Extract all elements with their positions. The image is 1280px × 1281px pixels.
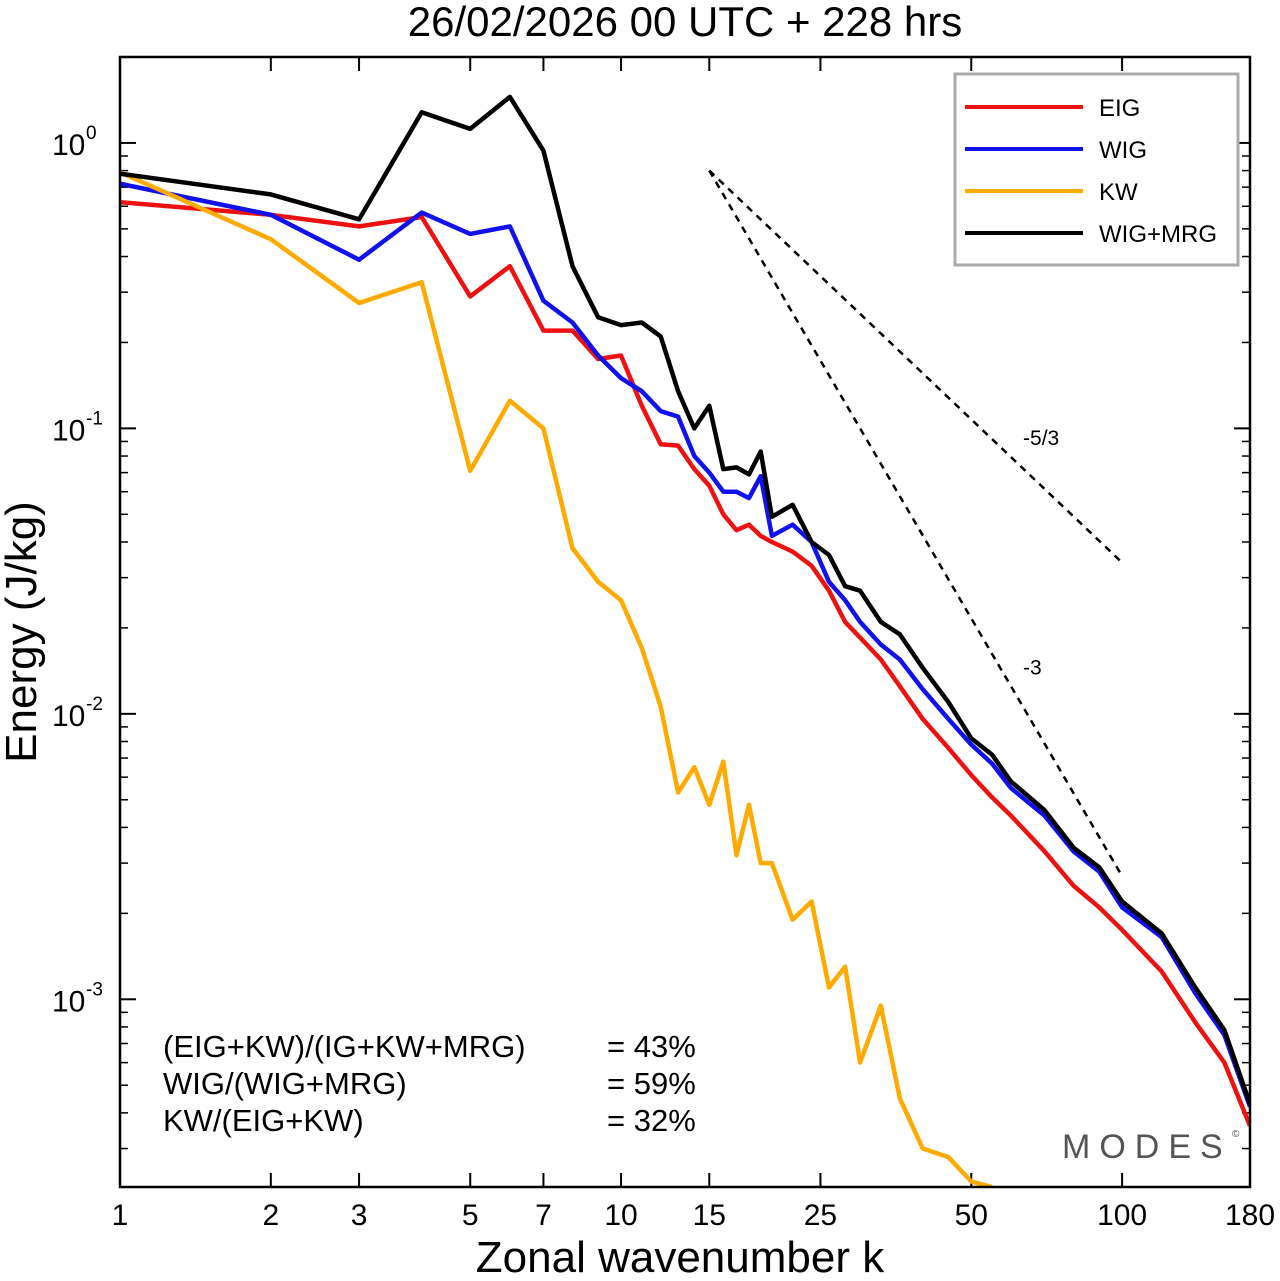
ratio-label-2: WIG/(WIG+MRG) <box>163 1066 407 1101</box>
y-tick-exponent--3: -3 <box>86 979 103 1000</box>
x-axis-label: Zonal wavenumber k <box>476 1233 885 1281</box>
x-tick-label-180: 180 <box>1225 1199 1275 1232</box>
legend-label-kw: KW <box>1099 179 1138 206</box>
logo-text: MODES <box>1062 1128 1232 1166</box>
reference-line-2 <box>708 169 1124 877</box>
y-tick-label--2: 10 <box>52 700 85 733</box>
reference-slope-labels: -5/3 -3 <box>1023 427 1059 679</box>
ratio-value-2: = 59% <box>607 1066 696 1101</box>
copyright-mark: © <box>1232 1129 1240 1140</box>
y-axis-label: Energy (J/kg) <box>0 501 46 763</box>
axis-ticks <box>119 56 1251 1187</box>
y-tick-exponent-0: 0 <box>86 123 97 144</box>
data-series <box>120 94 1250 1187</box>
reference-line-1 <box>708 169 1123 564</box>
y-tick-label--3: 10 <box>52 985 85 1018</box>
plot-frame <box>118 55 1252 1189</box>
ratio-label-3: KW/(EIG+KW) <box>163 1103 364 1138</box>
legend-label-wig-mrg: WIG+MRG <box>1099 221 1217 248</box>
x-tick-label-10: 10 <box>604 1199 637 1232</box>
y-tick-label-0: 10 <box>52 129 85 162</box>
energy-ratio-annotations: (EIG+KW)/(IG+KW+MRG) = 43% WIG/(WIG+MRG) = … <box>163 1029 696 1138</box>
x-tick-label-1: 1 <box>112 1199 129 1232</box>
y-tick-exponent--2: -2 <box>86 694 103 715</box>
reference-line-label-2: -3 <box>1023 656 1042 679</box>
x-tick-label-3: 3 <box>351 1199 368 1232</box>
series-line-eig <box>120 199 1250 1127</box>
legend-label-eig: EIG <box>1099 95 1140 122</box>
series-line-kw <box>120 170 993 1187</box>
x-tick-label-7: 7 <box>535 1199 552 1232</box>
x-tick-label-100: 100 <box>1097 1199 1147 1232</box>
modes-logo: MODES © <box>1062 1128 1240 1166</box>
ratio-value-3: = 32% <box>607 1103 696 1138</box>
legend-label-wig: WIG <box>1099 137 1147 164</box>
x-tick-label-25: 25 <box>804 1199 837 1232</box>
y-tick-label--1: 10 <box>52 414 85 447</box>
chart-title: 26/02/2026 00 UTC + 228 hrs <box>408 0 963 45</box>
reference-slope-lines <box>708 169 1124 877</box>
ratio-label-1: (EIG+KW)/(IG+KW+MRG) <box>163 1029 526 1064</box>
x-tick-label-5: 5 <box>462 1199 479 1232</box>
legend: EIG WIG KW WIG+MRG <box>953 72 1240 267</box>
ratio-value-1: = 43% <box>607 1029 696 1064</box>
reference-line-label-1: -5/3 <box>1023 427 1059 450</box>
x-tick-label-15: 15 <box>693 1199 726 1232</box>
series-line-wig-mrg <box>120 94 1250 1105</box>
y-tick-exponent--1: -1 <box>86 408 103 429</box>
series-line-wig <box>120 181 1250 1108</box>
x-tick-label-50: 50 <box>955 1199 988 1232</box>
x-tick-label-2: 2 <box>262 1199 279 1232</box>
